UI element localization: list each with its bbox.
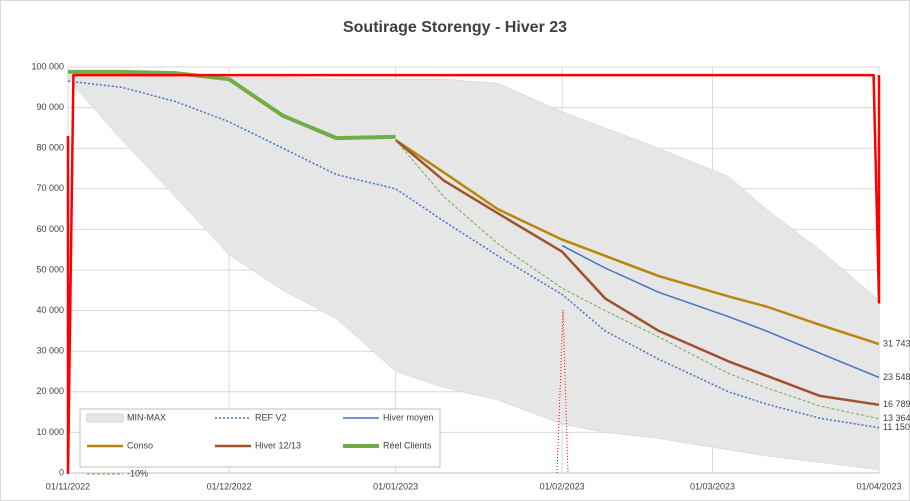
series-line <box>395 139 880 420</box>
legend-label: MIN-MAX <box>127 412 166 422</box>
end-label: 31 743 <box>883 338 910 348</box>
x-tick-label: 01/03/2023 <box>690 481 735 491</box>
chart-title: Soutirage Storengy - Hiver 23 <box>343 19 567 36</box>
y-tick-label: 0 <box>59 467 64 477</box>
series-layer <box>66 69 881 475</box>
y-tick-label: 30 000 <box>36 346 64 356</box>
x-tick-label: 01/02/2023 <box>540 481 585 491</box>
series-line <box>561 244 880 379</box>
y-tick-label: 40 000 <box>36 305 64 315</box>
y-tick-label: 100 000 <box>31 61 64 71</box>
legend-label: REF V2 <box>255 412 287 422</box>
legend-swatch <box>86 413 124 423</box>
x-tick-label: 01/04/2023 <box>856 481 901 491</box>
legend-label: -10% <box>127 468 148 478</box>
y-tick-label: 70 000 <box>36 183 64 193</box>
series-line <box>68 69 396 141</box>
legend: MIN-MAX REF V2 Hiver moyen Conso Hiver 12/13… <box>79 408 441 478</box>
y-tick-label: 80 000 <box>36 143 64 153</box>
end-label: 11 150 <box>883 422 910 432</box>
y-tick-label: 10 000 <box>36 427 64 437</box>
y-tick-label: 50 000 <box>36 264 64 274</box>
end-label: 23 548 <box>883 372 910 382</box>
end-label: 13 364 <box>883 413 910 423</box>
y-tick-label: 60 000 <box>36 224 64 234</box>
series-line <box>67 80 880 429</box>
x-tick-label: 01/12/2022 <box>207 481 252 491</box>
legend-label: Hiver 12/13 <box>255 440 301 450</box>
series-line <box>394 139 880 346</box>
legend-box <box>79 408 441 468</box>
legend-label: Hiver moyen <box>383 412 434 422</box>
series-line <box>394 139 880 407</box>
end-label: 16 789 <box>883 399 910 409</box>
y-tick-label: 20 000 <box>36 386 64 396</box>
series-line <box>66 73 881 475</box>
legend-label: Conso <box>127 440 153 450</box>
marker-dotted <box>556 309 569 474</box>
min-max-band <box>67 74 880 471</box>
x-tick-label: 01/01/2023 <box>373 481 418 491</box>
legend-label: Réel Clients <box>383 440 432 450</box>
x-tick-label: 01/11/2022 <box>46 481 90 491</box>
y-tick-label: 90 000 <box>36 102 64 112</box>
